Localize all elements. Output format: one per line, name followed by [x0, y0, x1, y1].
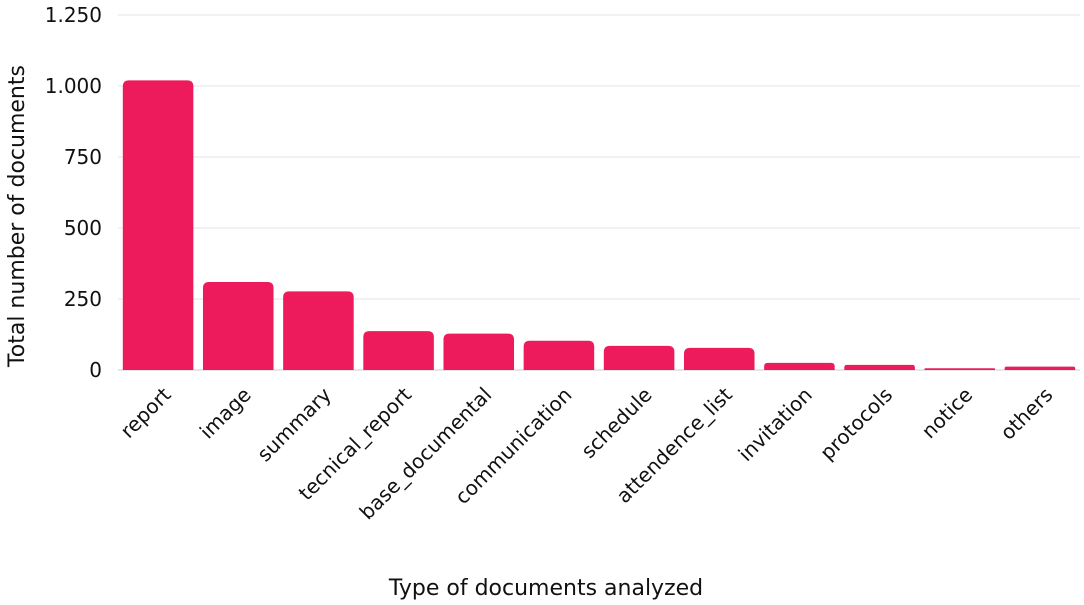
- bar-communication: [523, 340, 595, 370]
- y-axis-title: Total number of documents: [5, 65, 30, 368]
- x-tick-label: protocols: [815, 383, 897, 465]
- x-tick-label: notice: [917, 383, 978, 444]
- bar-image: [202, 281, 274, 370]
- x-tick-label: summary: [252, 382, 336, 466]
- y-tick-label: 250: [64, 287, 102, 311]
- bars: [122, 80, 1076, 370]
- x-axis-title: Type of documents analyzed: [388, 576, 703, 601]
- x-tick-label: others: [995, 383, 1057, 445]
- x-tick-label: report: [115, 382, 175, 442]
- bar-others: [1004, 366, 1076, 370]
- bar-summary: [283, 291, 354, 370]
- bar-invitation: [764, 362, 835, 370]
- x-tick-label: invitation: [733, 383, 816, 466]
- gridlines: [118, 14, 1080, 371]
- bar-tecnical_report: [363, 331, 434, 370]
- bar-base_documental: [443, 333, 515, 370]
- bar-attendence_list: [683, 347, 755, 370]
- y-tick-label: 750: [64, 145, 102, 169]
- y-tick-label: 1.250: [45, 3, 102, 27]
- x-tick-label: base_documental: [355, 383, 497, 525]
- y-axis-ticks: 0 250 500 750 1.000 1.250: [45, 3, 102, 382]
- bar-schedule: [603, 345, 675, 370]
- bar-report: [122, 80, 194, 370]
- x-tick-label: schedule: [576, 383, 656, 463]
- y-tick-label: 1.000: [45, 74, 102, 98]
- bar-notice: [924, 368, 996, 370]
- bar-protocols: [844, 364, 915, 370]
- y-tick-label: 500: [64, 216, 102, 240]
- x-axis-ticks: report imagesummarytecnical_reportbase_do…: [115, 382, 1057, 524]
- x-tick-label: image: [195, 383, 256, 444]
- y-tick-label: 0: [89, 358, 102, 382]
